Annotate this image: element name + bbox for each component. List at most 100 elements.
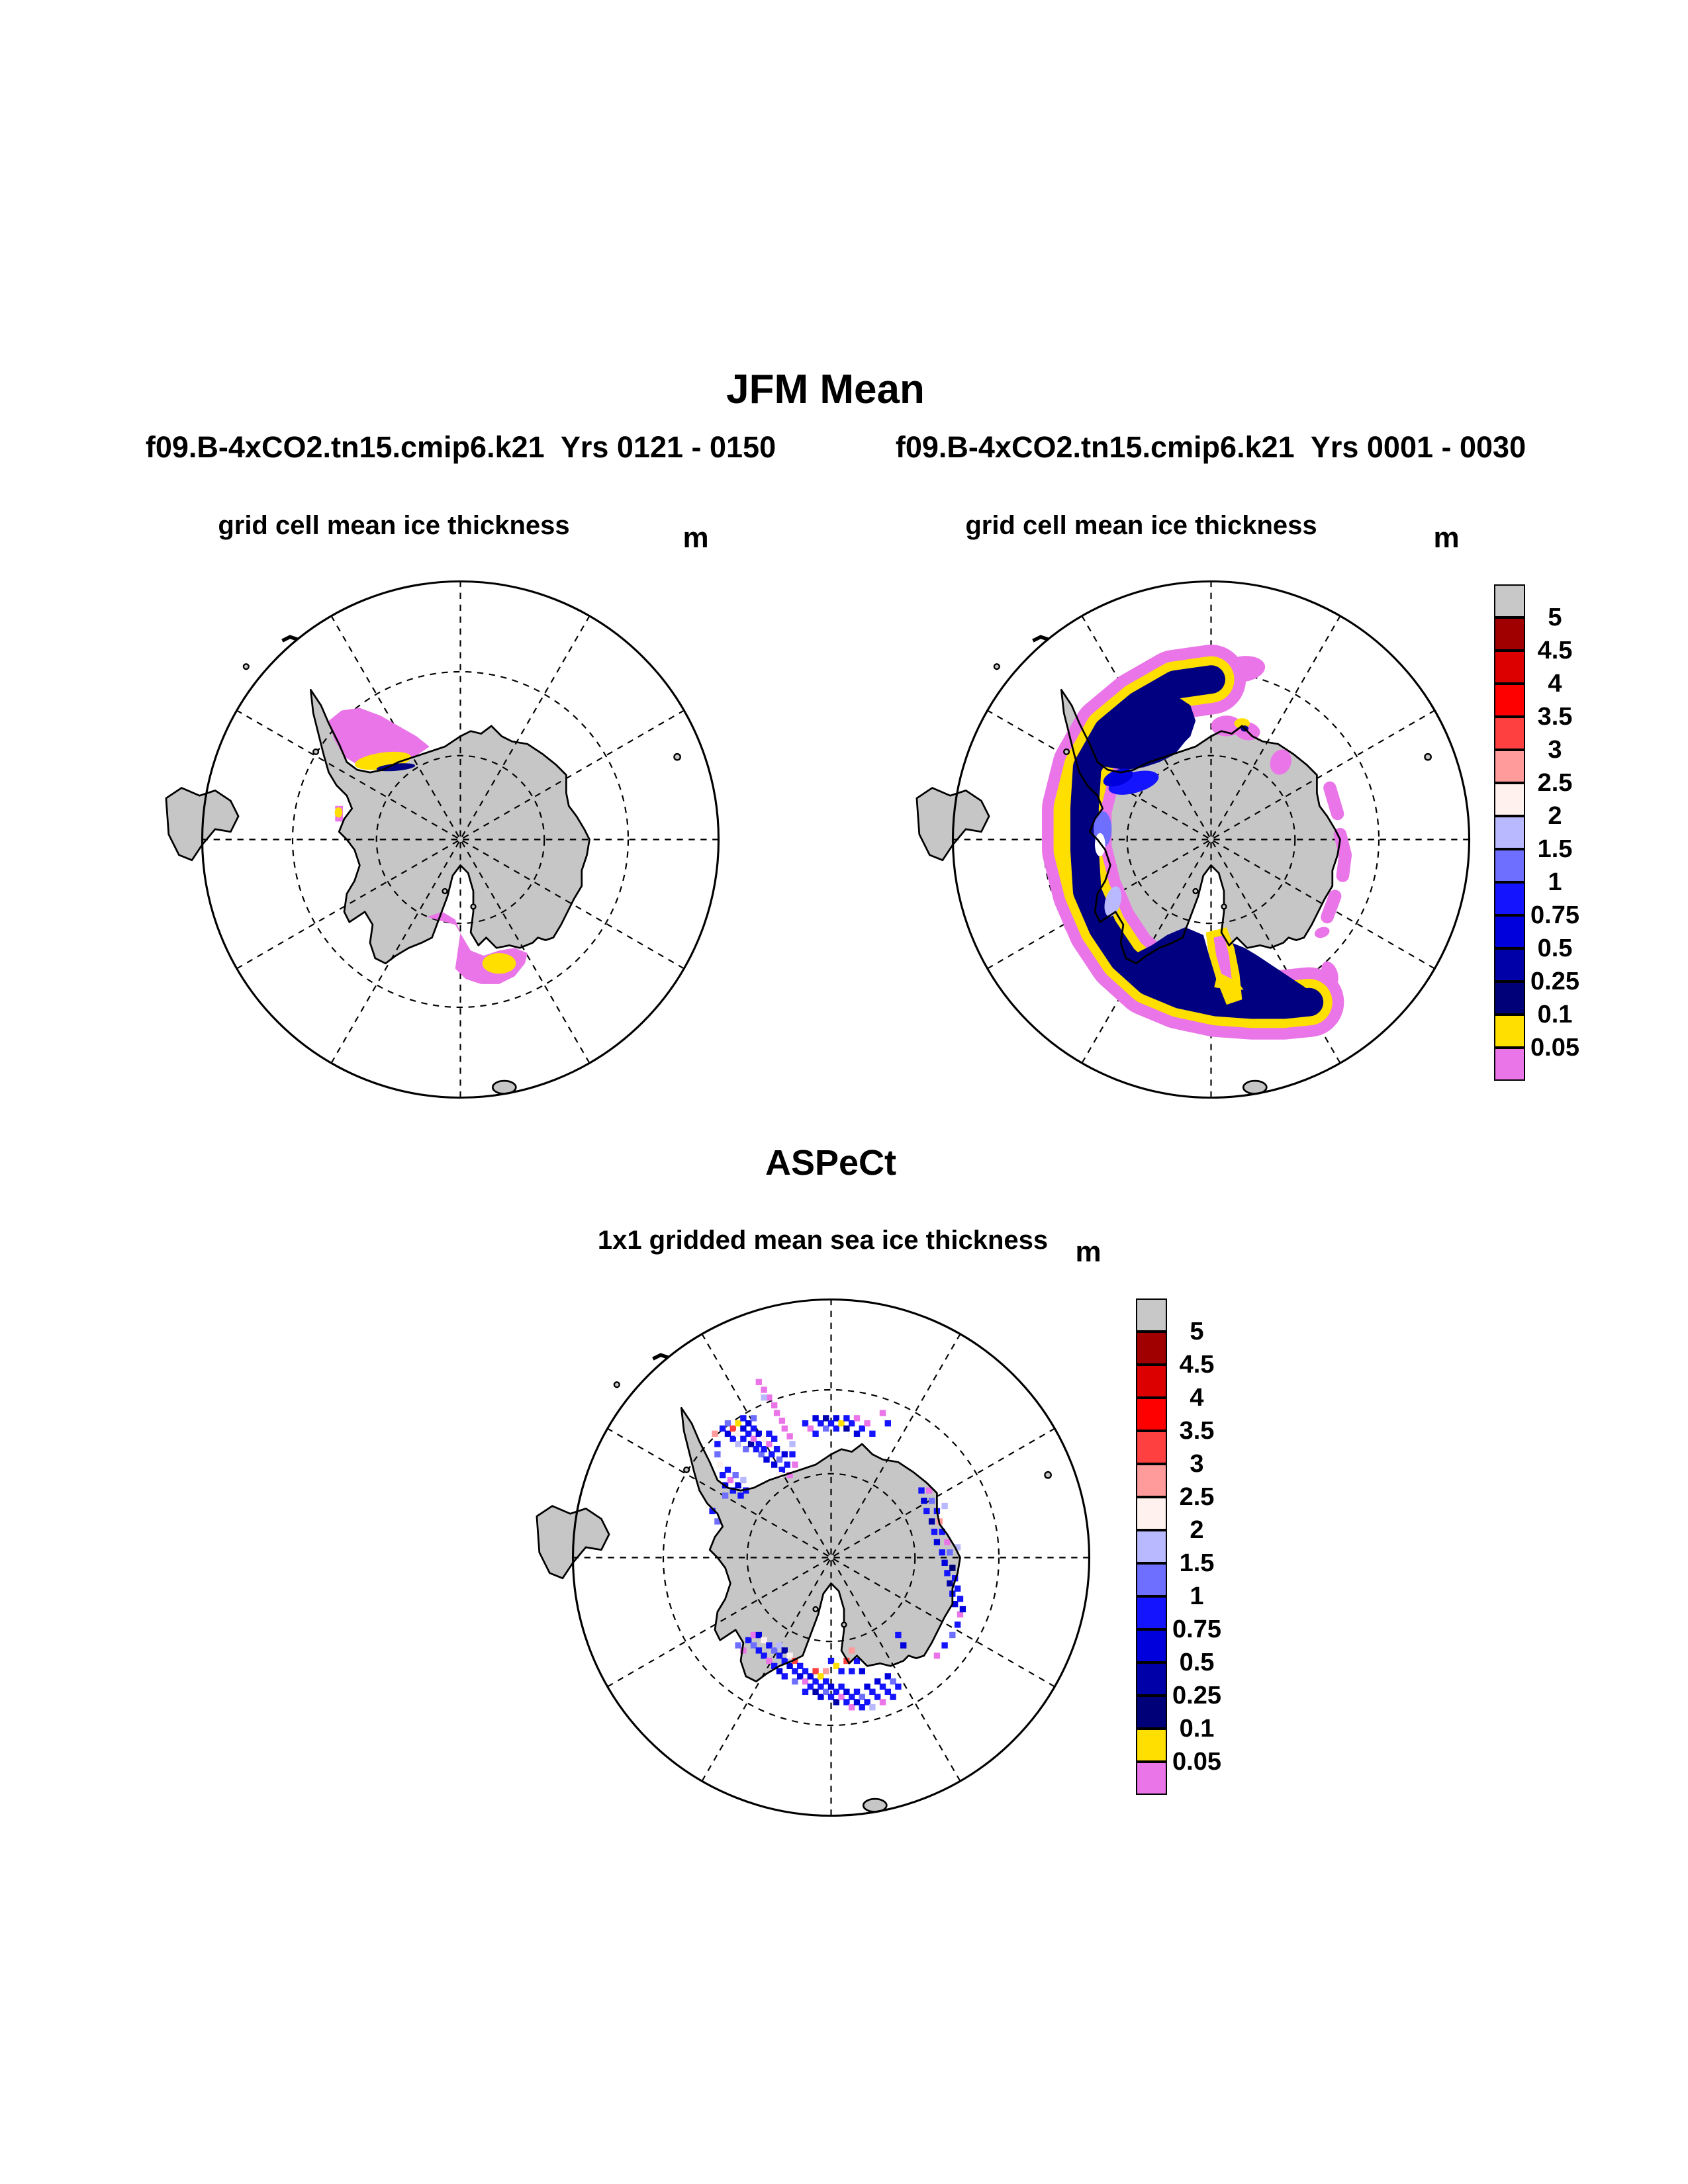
colorbar-label: 1	[1190, 1582, 1204, 1610]
ice-layer	[1333, 827, 1352, 882]
ice-layer	[1104, 886, 1122, 917]
map-aspect	[536, 1298, 1091, 1817]
subtitle-case-b: f09.B-4xCO2.tn15.cmip6.k21 Yrs 0001 - 00…	[895, 430, 1526, 464]
colorbar-cell	[1136, 1530, 1167, 1563]
antarctica-landmass	[310, 690, 590, 964]
antarctica-landmass	[1061, 690, 1340, 964]
colorbar-cell	[1136, 1332, 1167, 1365]
colorbar-cell	[1494, 684, 1525, 717]
colorbar-cell	[1494, 750, 1525, 783]
ice-layer	[1314, 927, 1330, 938]
graticule	[573, 1299, 1090, 1816]
island	[841, 1621, 847, 1628]
island	[652, 1353, 669, 1361]
map-boundary	[951, 580, 1471, 1099]
unit-label-aspect: m	[1075, 1236, 1102, 1268]
colorbar-label: 3.5	[1537, 703, 1573, 731]
ice-layer	[1213, 934, 1232, 979]
colorbar-cell	[1136, 1464, 1167, 1497]
ice-layer	[1321, 889, 1342, 924]
map-model-b	[915, 580, 1471, 1099]
colorbar-cell	[1494, 849, 1525, 882]
colorbar-label: 1.5	[1179, 1549, 1215, 1577]
map-root-model-a	[165, 580, 720, 1099]
island	[1221, 903, 1227, 910]
ice-layer	[1103, 768, 1133, 787]
map-root-aspect	[536, 1298, 1091, 1817]
colorbar-cell	[1494, 882, 1525, 915]
island	[442, 887, 448, 895]
island	[1032, 635, 1049, 643]
island	[613, 1381, 620, 1388]
colorbar-label: 0.1	[1537, 1001, 1573, 1028]
unit-label-model-b: m	[1433, 522, 1460, 554]
coastlines	[536, 1406, 961, 1683]
colorbar-bottom: 5 4.5 4 3.5 3 2.5 2 1.5 1 0.75 0.5 0.25 0.1 0.05	[1136, 1298, 1221, 1795]
island	[242, 663, 250, 670]
colorbar-cell	[1136, 1662, 1167, 1696]
ice-layer	[1321, 961, 1338, 987]
colorbar-label: 2	[1190, 1516, 1204, 1544]
colorbar-label: 1	[1548, 868, 1562, 896]
island	[281, 635, 299, 643]
section-title-aspect: ASPeCt	[765, 1143, 897, 1183]
colorbar-label: 0.5	[1179, 1649, 1215, 1676]
unit-label-model-a: m	[682, 522, 709, 554]
colorbar-label: 5	[1190, 1318, 1204, 1345]
colorbar-label: 5	[1548, 604, 1562, 631]
colorbar-label: 0.05	[1530, 1034, 1579, 1062]
colorbar-cell	[1494, 981, 1525, 1015]
island	[1192, 887, 1199, 895]
colorbar-cell	[1494, 816, 1525, 849]
colorbar-cell	[1136, 1563, 1167, 1596]
colorbar-cell	[1136, 1629, 1167, 1662]
colorbar-cell	[1136, 1762, 1167, 1795]
colorbar-cell	[1136, 1596, 1167, 1629]
colorbar-label: 0.1	[1179, 1715, 1215, 1743]
colorbar-cell	[1494, 1048, 1525, 1081]
ice-layer	[328, 707, 430, 768]
ice-layer	[1115, 927, 1217, 1000]
island	[812, 1606, 819, 1613]
colorbar-label: 4.5	[1537, 637, 1573, 664]
colorbar-label: 1.5	[1537, 835, 1573, 863]
colorbar-cell	[1494, 783, 1525, 816]
colorbar-cell	[1136, 1497, 1167, 1530]
colorbar-cell	[1494, 1015, 1525, 1048]
map-boundary	[201, 580, 720, 1099]
ice-layer	[1231, 942, 1315, 1005]
colorbar-cell	[1494, 651, 1525, 684]
colorbar-label: 2.5	[1537, 769, 1573, 797]
ice-layer	[1323, 781, 1344, 821]
colorbar-label: 0.75	[1172, 1615, 1221, 1643]
island	[470, 903, 477, 910]
colorbar-label: 0.5	[1537, 934, 1573, 962]
ice-layer	[334, 807, 343, 818]
colorbar-label: 0.25	[1172, 1682, 1221, 1709]
colorbar-label: 0.05	[1172, 1748, 1221, 1776]
colorbar-cell	[1494, 584, 1525, 617]
colorbar-label: 0.25	[1530, 968, 1579, 995]
colorbar-cell	[1136, 1365, 1167, 1398]
subtitle-case-a: f09.B-4xCO2.tn15.cmip6.k21 Yrs 0121 - 01…	[145, 430, 776, 464]
island	[683, 1466, 690, 1473]
ice-layer	[1095, 695, 1196, 770]
page-title: JFM Mean	[726, 367, 925, 412]
colorbar-label: 3	[1548, 736, 1562, 764]
colorbar-cell	[1136, 1398, 1167, 1431]
colorbar-label: 4.5	[1179, 1351, 1215, 1379]
island	[1063, 748, 1070, 755]
colorbar-label: 3	[1190, 1450, 1204, 1478]
panel-title-aspect: 1x1 gridded mean sea ice thickness	[597, 1226, 1049, 1255]
colorbar-label: 4	[1548, 670, 1562, 698]
colorbar-cell	[1136, 1431, 1167, 1464]
colorbar-cell	[1136, 1696, 1167, 1729]
map-root-model-b	[915, 580, 1471, 1099]
colorbar-cell	[1494, 617, 1525, 651]
ice-layer	[482, 953, 516, 974]
colorbar-label: 2	[1548, 802, 1562, 830]
colorbar-label: 2.5	[1179, 1483, 1215, 1511]
island	[1424, 752, 1432, 761]
colorbar-cell	[1136, 1298, 1167, 1332]
